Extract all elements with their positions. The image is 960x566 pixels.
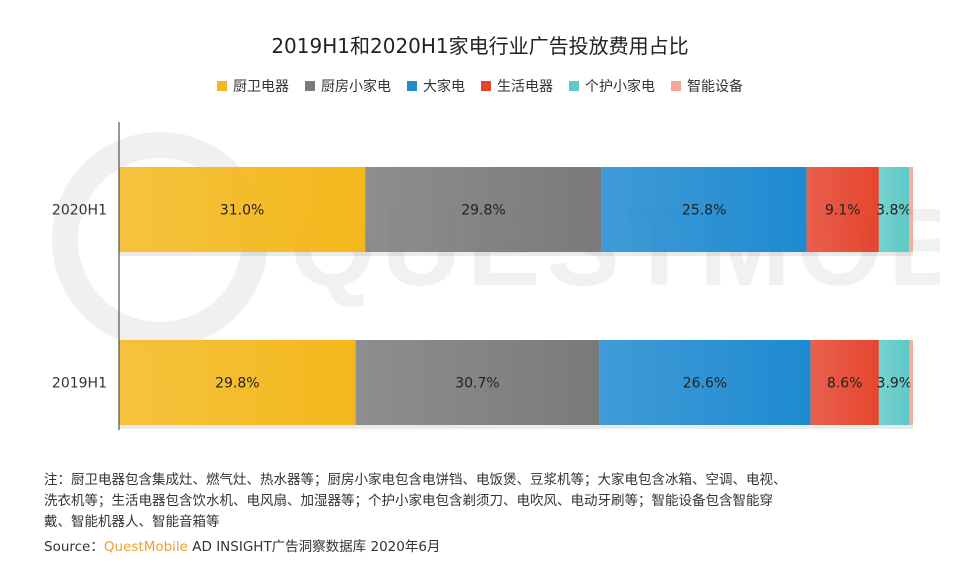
data-label: 3.8% [876,203,912,219]
bar-segment [599,340,811,425]
data-label: 29.8% [461,203,505,219]
legend-swatch [305,81,315,91]
bar-segment [119,167,366,252]
bar-segment [365,167,602,252]
legend-swatch [671,81,681,91]
legend-label: 个护小家电 [585,79,655,95]
data-label: 29.8% [215,376,259,392]
legend-label: 厨房小家电 [321,79,391,95]
bar-segment [878,340,910,425]
legend-item: 厨房小家电 [305,76,391,96]
data-label: 25.8% [682,203,726,219]
legend-label: 智能设备 [687,79,743,95]
bar-segment [806,167,879,252]
data-label: 8.6% [827,376,863,392]
bar-segment [119,340,356,425]
legend-label: 大家电 [423,79,465,95]
legend-swatch [407,81,417,91]
bar-segment [810,340,879,425]
chart-title: 2019H1和2020H1家电行业广告投放费用占比 [271,34,689,58]
stacked-bar-chart: 2020H1 31.0% 29.8% 25.8% 9.1% 3.8% 2019H1 29.8%… [52,122,913,430]
source-label: Source： [44,539,104,555]
legend-item: 生活电器 [481,76,553,96]
legend-swatch [569,81,579,91]
legend-item: 厨卫电器 [217,76,289,96]
data-label: 3.9% [877,376,913,392]
data-label: 30.7% [455,376,499,392]
bar-segment [909,340,913,425]
legend-label: 生活电器 [497,79,553,95]
source-brand: QuestMobile [103,539,188,555]
legend-label: 厨卫电器 [233,79,289,95]
legend-item: 智能设备 [671,76,743,96]
footnote: 注：厨卫电器包含集成灶、燃气灶、热水器等；厨房小家电包含电饼铛、电饭煲、豆浆机等… [44,470,924,533]
chart-legend: 厨卫电器 厨房小家电 大家电 生活电器 个护小家电 智能设备 [0,76,960,96]
bar-segment [878,167,910,252]
bar-segment [909,167,913,252]
data-label: 26.6% [683,376,727,392]
bar-segment [355,340,600,425]
bar-shadow [119,425,913,429]
y-axis-tick-label: 2019H1 [52,376,107,392]
data-label: 9.1% [825,203,861,219]
legend-item: 个护小家电 [569,76,655,96]
footnote-line-2: 洗衣机等；生活电器包含饮水机、电风扇、加湿器等；个护小家电包含剃须刀、电吹风、电… [44,493,773,509]
data-label: 31.0% [220,203,264,219]
bar-segment [601,167,807,252]
source-rest: AD INSIGHT广告洞察数据库 2020年6月 [187,539,441,555]
bar-shadow [119,252,913,256]
legend-swatch [217,81,227,91]
legend-swatch [481,81,491,91]
source-line: Source：QuestMobile AD INSIGHT广告洞察数据库 202… [44,535,440,555]
footnote-line-1: 注：厨卫电器包含集成灶、燃气灶、热水器等；厨房小家电包含电饼铛、电饭煲、豆浆机等… [44,472,787,488]
footnote-line-3: 戴、智能机器人、智能音箱等 [44,514,220,530]
legend-item: 大家电 [407,76,465,96]
y-axis-tick-label: 2020H1 [52,203,107,219]
